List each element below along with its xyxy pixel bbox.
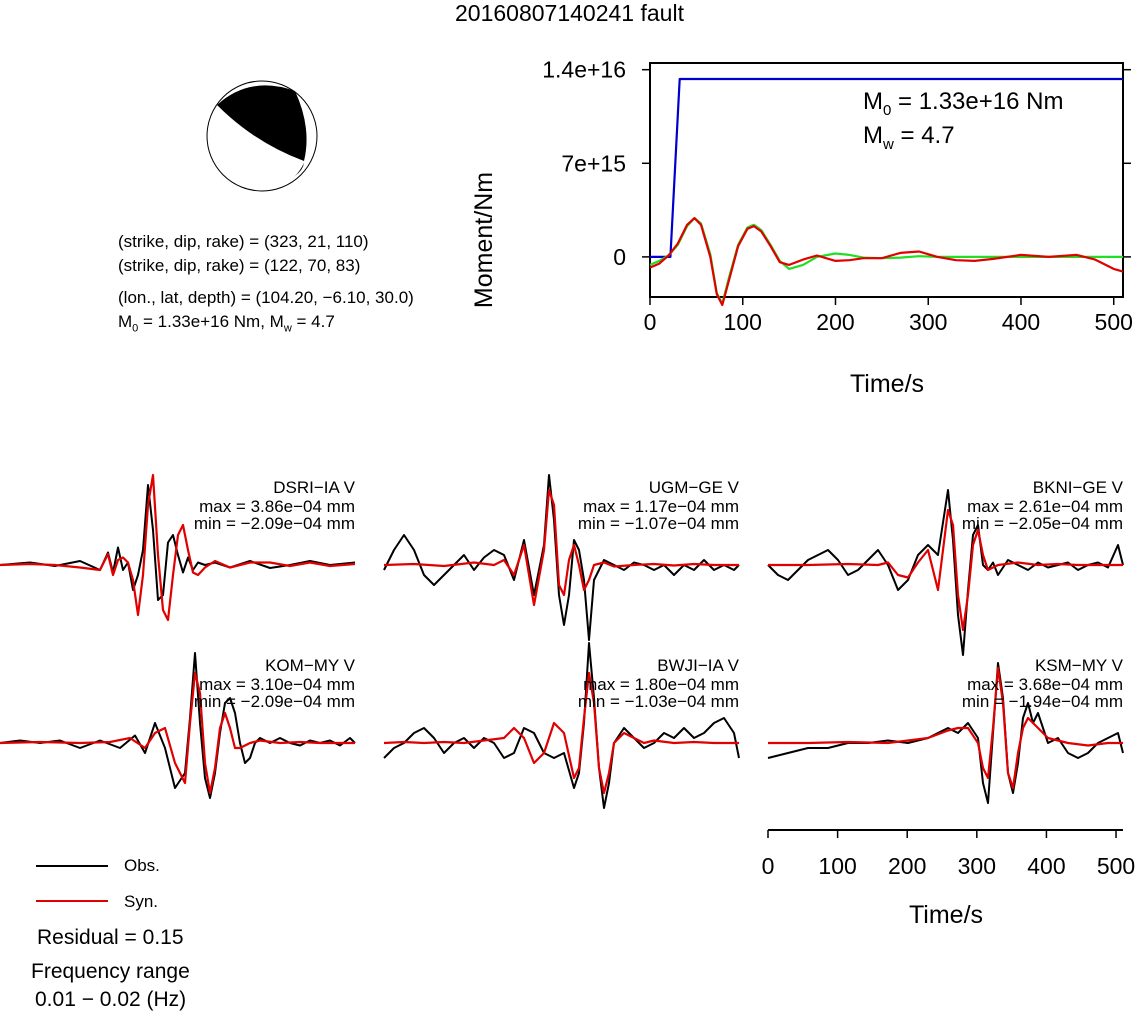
moment-x-tick-label: 300 [909,309,947,335]
station-min-bkni-ge: min = −2.05e−04 mm [961,514,1123,533]
beachball-compressional-quadrant [217,85,307,161]
moment-panel-mw: Mw = 4.7 [863,122,955,153]
station-max-bkni-ge: max = 2.61e−04 mm [967,497,1123,516]
station-label-kom-my: KOM−MY V [265,656,355,675]
nodal-plane-1: (strike, dip, rake) = (323, 21, 110) [118,232,369,251]
waveform-x-tick-label: 300 [958,853,996,879]
obs-trace-ugm-ge [383,474,740,641]
station-min-bwji-ia: min = −1.03e−04 mm [577,692,739,711]
station-min-ksm-my: min = −1.94e−04 mm [961,692,1123,711]
moment-y-tick-label: 1.4e+16 [542,57,626,83]
station-label-bwji-ia: BWJI−IA V [657,656,739,675]
moment-x-tick-label: 500 [1095,309,1133,335]
event-location: (lon., lat, depth) = (104.20, −6.10, 30.… [118,288,414,307]
frequency-range-title: Frequency range [31,960,190,983]
legend-obs-label: Obs. [124,856,160,875]
station-label-ugm-ge: UGM−GE V [648,478,739,497]
moment-chart-xlabel: Time/s [850,370,924,398]
station-label-dsri-ia: DSRI−IA V [273,478,355,497]
station-max-bwji-ia: max = 1.80e−04 mm [583,675,739,694]
page-title: 20160807140241 fault [455,0,684,26]
moment-x-tick-label: 200 [816,309,854,335]
event-moment: M0 = 1.33e+16 Nm, Mw = 4.7 [118,312,335,335]
moment-panel-m0: M0 = 1.33e+16 Nm [863,88,1064,119]
station-min-dsri-ia: min = −2.09e−04 mm [193,514,355,533]
moment-chart-ylabel: Moment/Nm [470,172,498,308]
obs-trace-bwji-ia [383,642,740,809]
moment-x-tick-label: 100 [724,309,762,335]
station-min-ugm-ge: min = −1.07e−04 mm [577,514,739,533]
focal-mechanism-beachball [206,80,318,192]
frequency-range-value: 0.01 − 0.02 (Hz) [35,988,187,1011]
waveform-panels: 0 100 200 300 400 500 Time/s [0,473,1135,929]
moment-x-tick-label: 400 [1002,309,1040,335]
waveform-x-tick-label: 0 [762,853,775,879]
syn-trace-kom-my [0,671,355,795]
waveform-x-tick-label: 100 [818,853,856,879]
moment-y-tick-label: 0 [613,244,626,270]
moment-y-tick-label: 7e+15 [561,150,626,176]
station-label-ksm-my: KSM−MY V [1034,656,1123,675]
station-min-kom-my: min = −2.09e−04 mm [193,692,355,711]
waveform-x-tick-label: 500 [1097,853,1135,879]
waveform-x-tick-label: 200 [888,853,926,879]
station-label-bkni-ge: BKNI−GE V [1032,478,1123,497]
waveform-xlabel: Time/s [909,901,983,929]
syn-trace-bwji-ia [383,671,739,795]
syn-trace-dsri-ia [0,473,356,622]
moment-chart-frame [649,62,1124,298]
syn-trace-ksm-my [768,666,1123,790]
station-max-dsri-ia: max = 3.86e−04 mm [199,497,355,516]
moment-x-tick-label: 0 [644,309,657,335]
station-max-kom-my: max = 3.10e−04 mm [199,675,355,694]
nodal-plane-2: (strike, dip, rake) = (122, 70, 83) [118,256,361,275]
stf-red-line [649,217,1124,307]
moment-function-line [650,77,1123,258]
stf-green-line [649,217,1123,305]
syn-trace-ugm-ge [383,488,739,607]
waveform-x-tick-label: 400 [1027,853,1065,879]
syn-trace-bkni-ge [768,508,1123,632]
legend-lines [36,865,108,902]
station-max-ugm-ge: max = 1.17e−04 mm [583,497,739,516]
station-max-ksm-my: max = 3.68e−04 mm [967,675,1123,694]
legend-syn-label: Syn. [124,892,159,911]
residual: Residual = 0.15 [37,926,184,949]
